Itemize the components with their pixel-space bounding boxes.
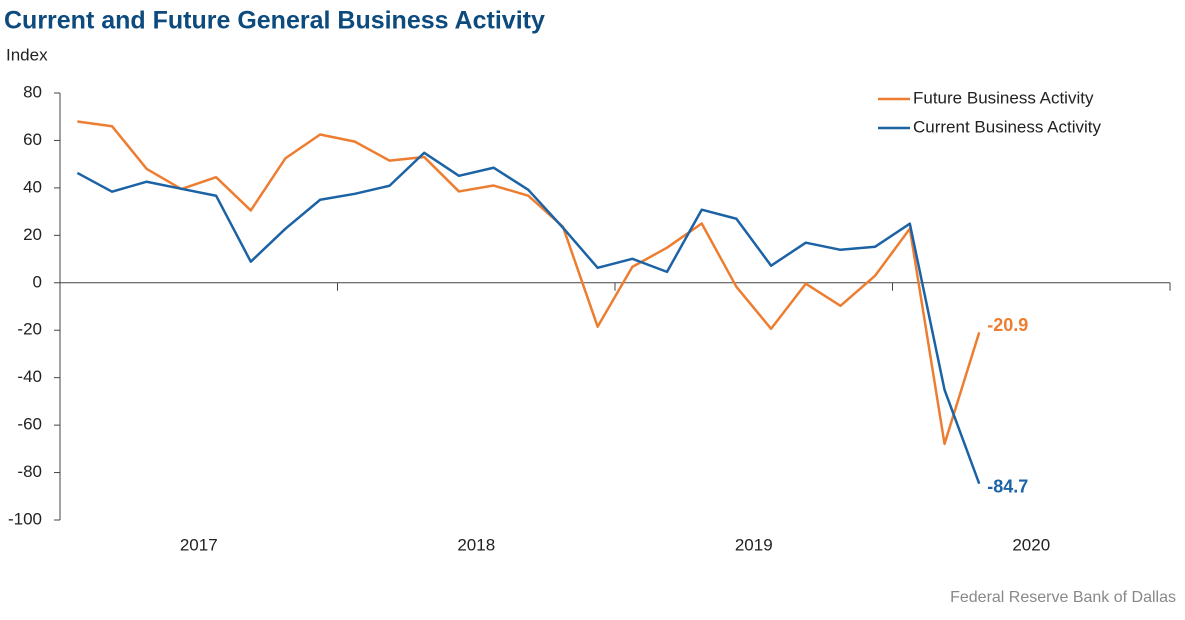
y-axis-label: Index [6, 45, 48, 64]
legend-label: Future Business Activity [913, 88, 1094, 107]
legend-label: Current Business Activity [913, 117, 1102, 136]
x-tick-label: 2018 [457, 535, 495, 554]
source: Federal Reserve Bank of Dallas [950, 589, 1176, 606]
series-line [77, 120, 981, 446]
y-tick-label: 20 [23, 225, 42, 244]
y-tick-label: 40 [23, 177, 42, 196]
y-tick-label: 80 [23, 82, 42, 101]
y-tick-label: -80 [17, 462, 42, 481]
chart-title: Current and Future General Business Acti… [4, 7, 545, 35]
x-tick-label: 2020 [1012, 535, 1050, 554]
data-label: -84.7 [987, 476, 1028, 496]
y-tick-label: -60 [17, 415, 42, 434]
y-tick-label: 0 [33, 272, 42, 291]
data-label: -20.9 [987, 315, 1028, 335]
x-tick-label: 2019 [735, 535, 773, 554]
y-tick-label: -100 [8, 509, 42, 528]
y-tick-label: -20 [17, 320, 42, 339]
y-tick-label: 60 [23, 130, 42, 149]
y-tick-label: -40 [17, 367, 42, 386]
x-tick-label: 2017 [180, 535, 218, 554]
series-line [76, 151, 981, 485]
